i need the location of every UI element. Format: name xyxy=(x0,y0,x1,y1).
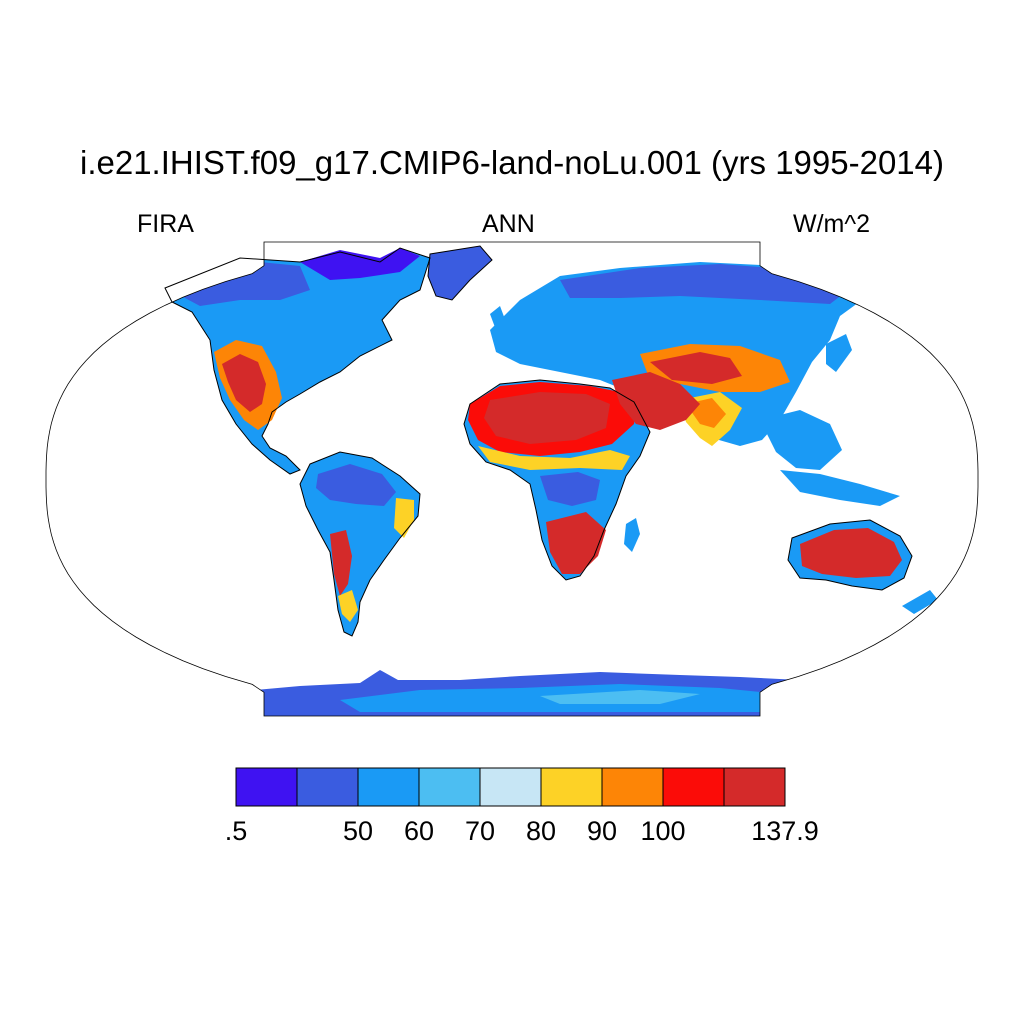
greenland-land xyxy=(428,246,492,300)
coast-greenland xyxy=(427,245,493,301)
season-label: ANN xyxy=(482,210,535,238)
arctic-islands xyxy=(300,248,420,280)
central-asia-hot xyxy=(650,352,742,384)
brazil-highlands xyxy=(394,498,414,538)
coast-africa xyxy=(463,379,651,581)
colorbar-tick-label: 50 xyxy=(342,816,374,846)
globe-outline xyxy=(45,241,979,717)
colorbar-tick-label: 137.9 xyxy=(751,816,819,846)
arabia-hot xyxy=(612,372,700,430)
southern-africa-hot xyxy=(546,512,606,574)
colorbar-tick-label: 90 xyxy=(586,816,618,846)
colorbar-swatch xyxy=(296,767,359,807)
congo-field xyxy=(540,472,600,506)
colorbar-swatch xyxy=(662,767,725,807)
amazon-field xyxy=(316,464,396,506)
western-us-hot xyxy=(222,354,266,412)
coast-north-america xyxy=(164,247,431,475)
colorbar-swatch xyxy=(540,767,603,807)
australia-hot xyxy=(800,528,902,578)
colorbar-tick-label: 80 xyxy=(525,816,557,846)
uk-islands xyxy=(490,306,506,330)
coast-australia xyxy=(787,519,913,591)
new-zealand xyxy=(902,590,938,614)
patagonia-warm xyxy=(338,590,358,622)
colorbar-swatch xyxy=(723,767,786,807)
colorbar xyxy=(235,767,786,807)
units-label: W/m^2 xyxy=(793,210,871,238)
japan xyxy=(826,334,852,372)
colorbar-swatch xyxy=(235,767,298,807)
land-fields xyxy=(165,246,938,716)
southeast-asia xyxy=(760,410,842,470)
antarctica-core xyxy=(540,690,700,704)
north-america-land xyxy=(165,248,430,474)
indonesia-islands xyxy=(780,470,900,506)
sahel-band xyxy=(478,446,630,470)
colorbar-swatch xyxy=(357,767,420,807)
colorbar-swatch xyxy=(601,767,664,807)
map-title: i.e21.IHIST.f09_g17.CMIP6-land-noLu.001 … xyxy=(79,144,944,181)
north-america-cold xyxy=(170,260,310,306)
sahara-core xyxy=(484,392,610,444)
colorbar-tick-label: 100 xyxy=(640,816,686,846)
colorbar-swatch xyxy=(479,767,542,807)
colorbar-tick-label: 70 xyxy=(464,816,496,846)
variable-label: FIRA xyxy=(137,210,194,238)
coast-south-america xyxy=(299,451,421,637)
colorbar-tick-label: .5 xyxy=(224,816,248,846)
colorbar-swatch xyxy=(418,767,481,807)
madagascar xyxy=(624,518,640,552)
andes-dry xyxy=(330,530,352,596)
coastlines xyxy=(164,245,913,637)
colorbar-tick-label: 60 xyxy=(403,816,435,846)
